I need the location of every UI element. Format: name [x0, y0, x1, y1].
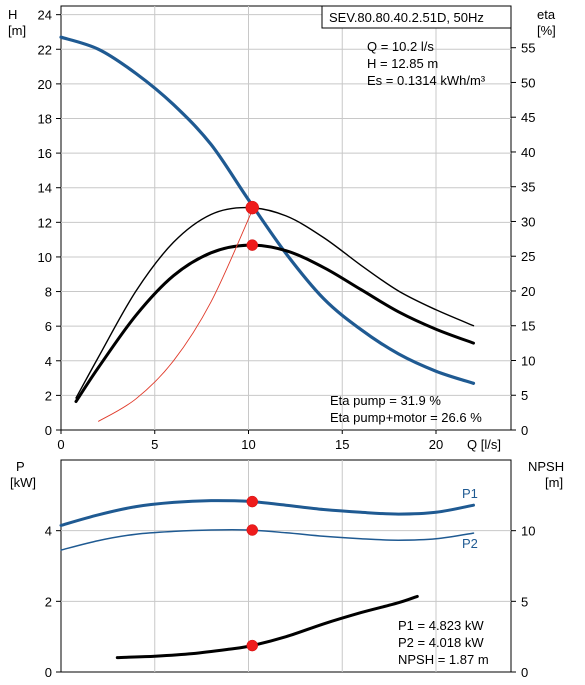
head-series-line-4	[98, 207, 254, 422]
power-series	[59, 499, 475, 660]
power-y-right-tick-label: 0	[521, 665, 528, 680]
power-npsh-panel: 0 2 4 0 5 10 P [kW] NPSH [m] P1 P2 P1 = 4.823…	[10, 459, 564, 680]
p1-value: P1 = 4.823 kW	[398, 618, 484, 633]
chart-title: SEV.80.80.40.2.51D, 50Hz	[329, 10, 484, 25]
head-y-left-tick-label: 6	[45, 319, 52, 334]
p1-series-label: P1	[462, 486, 478, 501]
head-y-left-tick-label: 16	[38, 146, 52, 161]
x-tick-label: 0	[57, 437, 64, 452]
power-operating-point-marker	[246, 524, 258, 536]
head-y-right-tick-label: 50	[521, 75, 535, 90]
power-ticks: 0 2 4 0 5 10	[45, 524, 536, 680]
head-efficiency-panel: 0246810121416182022240510152025303540455…	[8, 5, 556, 452]
head-y-left-tick-label: 12	[38, 215, 52, 230]
power-axis-unit: [kW]	[10, 475, 36, 490]
eta-pump-motor-value: Eta pump+motor = 26.6 %	[330, 410, 482, 425]
operating-point-flow: Q = 10.2 l/s	[367, 39, 434, 54]
x-axis-label: Q [l/s]	[467, 437, 501, 452]
p2-series-label: P2	[462, 536, 478, 551]
head-markers	[245, 200, 259, 251]
head-y-right-tick-label: 20	[521, 284, 535, 299]
x-tick-label: 20	[429, 437, 443, 452]
power-operating-point-marker	[246, 639, 258, 652]
power-y-right-tick-label: 10	[521, 524, 535, 539]
head-series	[59, 35, 476, 422]
head-y-right-tick-label: 10	[521, 353, 535, 368]
head-series-line-2	[75, 206, 475, 399]
power-series-line-3	[115, 594, 419, 660]
head-y-right-tick-label: 30	[521, 214, 535, 229]
chart-title-box	[321, 5, 512, 29]
p2-value: P2 = 4.018 kW	[398, 635, 484, 650]
head-y-right-tick-label: 5	[521, 388, 528, 403]
head-y-left-tick-label: 4	[45, 354, 52, 369]
y-right-axis-name: eta	[537, 7, 556, 22]
npsh-axis-unit: [m]	[545, 475, 563, 490]
head-y-right-tick-label: 35	[521, 180, 535, 195]
x-tick-label: 5	[151, 437, 158, 452]
power-y-right-tick-label: 5	[521, 594, 528, 609]
power-series-line-2	[60, 528, 475, 551]
head-y-right-tick-label: 0	[521, 423, 528, 438]
operating-point-head: H = 12.85 m	[367, 56, 438, 71]
head-y-left-tick-label: 22	[38, 42, 52, 57]
power-operating-point-marker	[246, 495, 258, 508]
head-y-left-tick-label: 0	[45, 423, 52, 438]
head-operating-point-marker	[246, 239, 258, 251]
x-tick-label: 15	[335, 437, 349, 452]
x-tick-label: 10	[241, 437, 255, 452]
head-operating-point-marker	[245, 200, 259, 215]
head-y-left-tick-label: 24	[38, 8, 52, 23]
head-y-right-tick-label: 55	[521, 41, 535, 56]
head-y-left-tick-label: 14	[38, 181, 52, 196]
head-ticks: 0246810121416182022240510152025303540455…	[38, 8, 536, 452]
operating-point-energy: Es = 0.1314 kWh/m³	[367, 73, 486, 88]
head-y-left-tick-label: 8	[45, 285, 52, 300]
head-series-line-3	[74, 243, 475, 403]
head-y-right-tick-label: 45	[521, 110, 535, 125]
head-y-left-tick-label: 2	[45, 388, 52, 403]
power-y-left-tick-label: 2	[45, 594, 52, 609]
power-series-line-1	[59, 499, 475, 527]
head-grid	[61, 6, 511, 430]
power-y-left-tick-label: 0	[45, 665, 52, 680]
npsh-value: NPSH = 1.87 m	[398, 652, 489, 667]
head-y-right-tick-label: 40	[521, 145, 535, 160]
power-y-left-tick-label: 4	[45, 524, 52, 539]
power-markers	[246, 495, 258, 652]
head-y-left-tick-label: 10	[38, 250, 52, 265]
y-right-axis-unit: [%]	[537, 23, 556, 38]
power-grid	[61, 460, 511, 672]
head-y-right-tick-label: 15	[521, 319, 535, 334]
head-y-right-tick-label: 25	[521, 249, 535, 264]
y-left-axis-unit: [m]	[8, 23, 26, 38]
head-y-left-tick-label: 20	[38, 77, 52, 92]
head-y-left-tick-label: 18	[38, 111, 52, 126]
head-series-line-1	[59, 35, 476, 385]
power-axis-name: P	[16, 459, 25, 474]
npsh-axis-name: NPSH	[528, 459, 564, 474]
eta-pump-value: Eta pump = 31.9 %	[330, 393, 441, 408]
y-left-axis-name: H	[8, 7, 17, 22]
